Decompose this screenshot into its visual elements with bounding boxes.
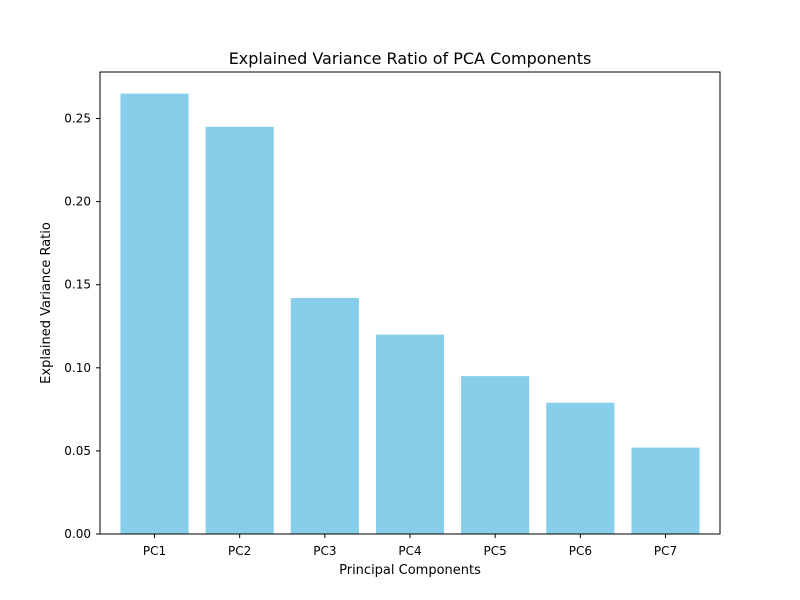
chart-title: Explained Variance Ratio of PCA Componen… bbox=[229, 49, 592, 68]
x-tick-label: PC3 bbox=[313, 544, 336, 558]
y-axis-label: Explained Variance Ratio bbox=[39, 222, 54, 384]
y-axis-ticks: 0.00 0.05 0.10 0.15 0.20 0.25 bbox=[64, 112, 100, 541]
y-tick-label: 0.15 bbox=[64, 278, 91, 292]
bar-pc4 bbox=[375, 334, 445, 534]
bar-pc3 bbox=[290, 298, 359, 534]
x-axis-ticks: PC1 PC2 PC3 PC4 PC5 PC6 PC7 bbox=[143, 534, 677, 558]
x-tick-label: PC7 bbox=[654, 544, 677, 558]
y-tick-label: 0.20 bbox=[64, 195, 91, 209]
bar-pc2 bbox=[205, 126, 274, 534]
bars-layer bbox=[120, 93, 700, 535]
y-tick-label: 0.05 bbox=[64, 444, 91, 458]
x-tick-label: PC5 bbox=[484, 544, 507, 558]
bar-pc1 bbox=[120, 93, 189, 535]
x-tick-label: PC1 bbox=[143, 544, 166, 558]
x-tick-label: PC4 bbox=[398, 544, 421, 558]
y-tick-label: 0.10 bbox=[64, 361, 91, 375]
bar-pc5 bbox=[461, 376, 530, 534]
x-axis-label: Principal Components bbox=[339, 563, 481, 578]
y-tick-label: 0.25 bbox=[64, 112, 91, 126]
x-tick-label: PC2 bbox=[228, 544, 251, 558]
x-tick-label: PC6 bbox=[569, 544, 592, 558]
bar-pc6 bbox=[546, 402, 615, 534]
bar-pc7 bbox=[631, 447, 700, 534]
y-tick-label: 0.00 bbox=[64, 527, 91, 541]
